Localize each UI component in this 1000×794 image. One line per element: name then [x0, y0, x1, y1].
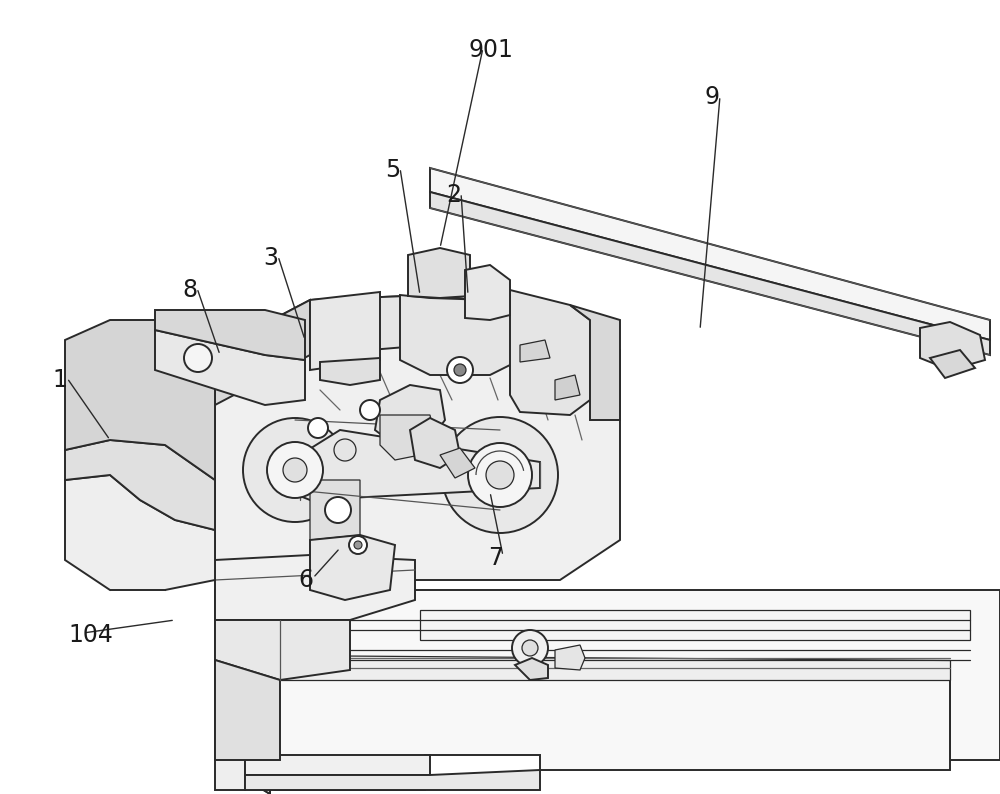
Polygon shape [215, 620, 350, 680]
Text: 9: 9 [705, 85, 720, 109]
Circle shape [442, 417, 558, 533]
Polygon shape [65, 475, 215, 590]
Polygon shape [420, 610, 970, 640]
Polygon shape [430, 192, 990, 355]
Circle shape [522, 640, 538, 656]
Circle shape [267, 442, 323, 498]
Text: 901: 901 [468, 38, 513, 62]
Polygon shape [555, 375, 580, 400]
Polygon shape [245, 755, 430, 775]
Circle shape [334, 439, 356, 461]
Polygon shape [215, 700, 270, 794]
Polygon shape [410, 418, 460, 468]
Polygon shape [310, 292, 380, 370]
Text: 6: 6 [298, 568, 313, 592]
Polygon shape [215, 300, 310, 405]
Circle shape [486, 461, 514, 489]
Polygon shape [215, 295, 620, 580]
Circle shape [454, 364, 466, 376]
Circle shape [184, 344, 212, 372]
Polygon shape [430, 168, 990, 340]
Polygon shape [520, 340, 550, 362]
Polygon shape [310, 535, 395, 600]
Circle shape [243, 418, 347, 522]
Polygon shape [215, 555, 415, 620]
Polygon shape [215, 590, 1000, 794]
Text: 5: 5 [385, 158, 400, 182]
Polygon shape [310, 295, 620, 360]
Polygon shape [380, 415, 435, 460]
Polygon shape [65, 320, 215, 480]
Circle shape [325, 497, 351, 523]
Circle shape [512, 630, 548, 666]
Circle shape [308, 418, 328, 438]
Polygon shape [65, 440, 215, 530]
Text: 3: 3 [263, 246, 278, 270]
Text: 7: 7 [488, 546, 503, 570]
Text: 1: 1 [52, 368, 67, 392]
Circle shape [349, 536, 367, 554]
Polygon shape [408, 248, 470, 298]
Polygon shape [400, 295, 520, 375]
Polygon shape [930, 350, 975, 378]
Circle shape [283, 458, 307, 482]
Polygon shape [245, 770, 540, 790]
Polygon shape [275, 655, 950, 790]
Polygon shape [155, 330, 305, 405]
Circle shape [354, 541, 362, 549]
Polygon shape [465, 265, 510, 320]
Polygon shape [155, 310, 305, 360]
Circle shape [447, 357, 473, 383]
Circle shape [468, 443, 532, 507]
Polygon shape [920, 322, 985, 370]
Polygon shape [440, 448, 475, 478]
Text: 2: 2 [446, 183, 461, 207]
Polygon shape [375, 385, 445, 445]
Polygon shape [555, 645, 585, 670]
Polygon shape [510, 290, 590, 415]
Polygon shape [215, 660, 280, 760]
Polygon shape [310, 480, 360, 540]
Polygon shape [320, 358, 380, 385]
Polygon shape [215, 590, 245, 790]
Polygon shape [570, 305, 620, 420]
Circle shape [360, 400, 380, 420]
Polygon shape [280, 430, 540, 500]
Polygon shape [515, 658, 548, 680]
Text: 104: 104 [68, 623, 113, 647]
Polygon shape [275, 655, 950, 680]
Text: 8: 8 [182, 278, 197, 302]
